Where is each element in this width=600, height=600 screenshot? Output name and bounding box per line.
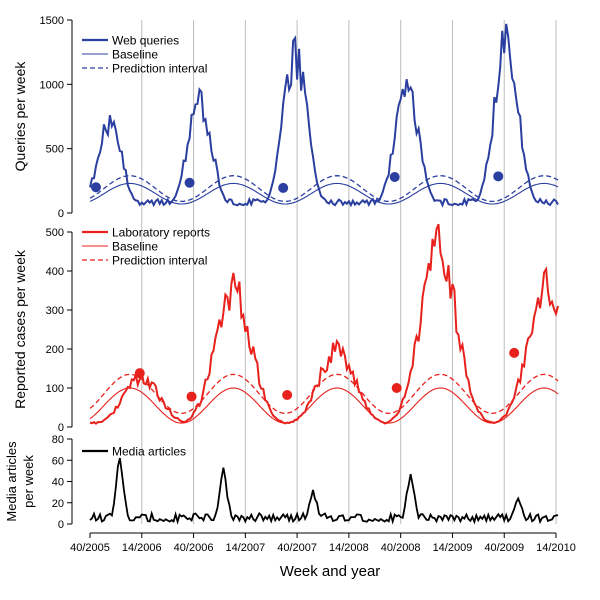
alert-point-2 [282,390,293,401]
prediction-interval-line-queries [89,175,559,203]
y-tick-label: 0 [58,422,64,434]
x-tick-label: 14/2008 [329,542,369,554]
alert-point-1 [184,177,195,188]
alert-point-4 [493,171,504,182]
alert-point-1 [186,391,197,402]
y-tick-label: 80 [52,434,64,446]
legend-label-prediction-queries: Prediction interval [112,62,207,76]
y-tick-label: 1000 [40,79,64,91]
vertical-gridlines [141,20,557,524]
y-tick-label: 20 [52,498,64,510]
media-articles-series-line [89,457,559,525]
legend-label-media: Media articles [112,445,186,459]
y-axis-label-lab: Reported cases per week [12,249,28,409]
alert-point-3 [391,383,402,393]
legend-media: Media articles [82,445,186,459]
legend-label-web-queries: Web queries [112,34,179,48]
prediction-interval-line-lab [89,373,559,415]
panel-web-queries: 0 500 1000 1500 Queries per week Web querie… [12,15,559,220]
x-tick-label: 40/2006 [174,542,214,554]
x-tick-label: 40/2007 [277,542,317,554]
panel-laboratory-reports: 0 100 200 300 400 500 Reported cases per week… [12,223,559,434]
x-axis: 40/2005 14/2006 40/2006 14/2007 40/2007 14/20… [70,532,576,580]
alert-point-0 [134,368,145,379]
x-tick-label: 40/2005 [70,542,110,554]
y-tick-label: 300 [46,305,64,317]
y-ticks-queries: 0 500 1000 1500 [40,15,72,220]
x-tick-label: 40/2008 [381,542,421,554]
legend-queries: Web queries Baseline Prediction interval [82,34,207,76]
legend-label-baseline-queries: Baseline [112,48,158,62]
y-tick-label: 0 [58,208,64,220]
y-tick-label: 500 [46,227,64,239]
y-tick-label: 500 [46,144,64,156]
y-tick-label: 100 [46,383,64,395]
alert-points-lab [134,347,520,402]
alert-point-4 [509,347,520,358]
y-tick-label: 1500 [40,15,64,27]
y-axis-label-queries: Queries per week [12,61,28,172]
web-queries-series-line [89,23,559,208]
y-axis-label-media: Media articles per week [4,441,36,522]
y-ticks-lab: 0 100 200 300 400 500 [46,227,72,434]
alert-point-3 [389,171,400,182]
x-tick-label: 40/2009 [484,542,524,554]
legend-label-baseline-lab: Baseline [112,240,158,254]
legend-label-lab-reports: Laboratory reports [112,226,210,240]
alert-point-0 [90,182,101,193]
x-tick-label: 14/2007 [225,542,265,554]
y-tick-label: 200 [46,344,64,356]
y-tick-label: 400 [46,266,64,278]
y-tick-label: 40 [52,477,64,489]
x-axis-label: Week and year [280,563,381,580]
baseline-line-lab [89,387,559,424]
y-tick-label: 0 [58,519,64,531]
panel-media-articles: 0 20 40 60 80 Media articles per week Media a… [4,434,559,531]
x-tick-label: 14/2010 [536,542,576,554]
x-tick-label: 14/2009 [433,542,473,554]
y-ticks-media: 0 20 40 60 80 [52,434,72,531]
laboratory-reports-series-line [89,223,559,425]
y-tick-label: 60 [52,455,64,467]
legend-lab: Laboratory reports Baseline Prediction i… [82,226,210,268]
alert-points-queries [90,171,504,193]
x-tick-labels: 40/2005 14/2006 40/2006 14/2007 40/2007 14/20… [70,533,576,554]
legend-label-prediction-lab: Prediction interval [112,254,207,268]
alert-point-2 [278,182,289,193]
x-tick-label: 14/2006 [122,542,162,554]
